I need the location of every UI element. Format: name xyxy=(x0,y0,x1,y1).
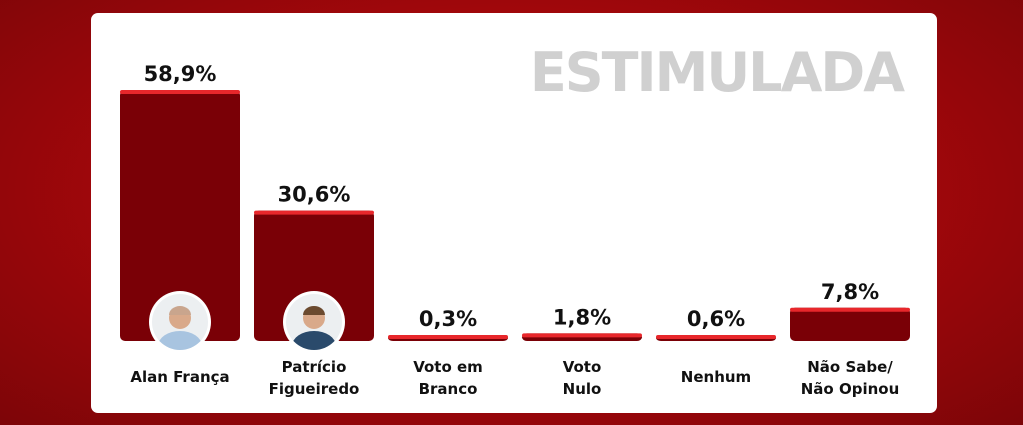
category-label: Nenhum xyxy=(681,368,751,386)
candidate-avatar xyxy=(149,291,211,353)
bar-highlight xyxy=(656,335,776,339)
bar-group: 7,8% Não Sabe/Não Opinou xyxy=(790,280,910,398)
bar-value-label: 0,6% xyxy=(687,307,745,331)
survey-type-label: ESTIMULADA xyxy=(529,41,905,104)
candidate-avatar xyxy=(283,291,345,353)
bar-group: 30,6% Patrício Figueiredo xyxy=(254,183,374,398)
bar xyxy=(790,307,910,341)
bar-highlight xyxy=(120,90,240,94)
bar-highlight xyxy=(522,333,642,338)
bar-highlight xyxy=(790,307,910,312)
category-label: Patrício Figueiredo xyxy=(269,358,360,398)
bar-highlight xyxy=(388,335,508,339)
bar-group: 0,6% Nenhum xyxy=(656,307,776,386)
bar-value-label: 7,8% xyxy=(821,280,879,304)
category-label: Não Sabe/Não Opinou xyxy=(801,358,900,398)
bar-value-label: 30,6% xyxy=(278,183,351,207)
bar xyxy=(120,90,240,341)
bar-group: 1,8% Voto Nulo xyxy=(522,305,642,398)
bar-group: 0,3% Voto em Branco xyxy=(388,307,508,398)
category-label: Voto Nulo xyxy=(563,358,602,398)
bar xyxy=(254,210,374,341)
bar-value-label: 58,9% xyxy=(144,62,217,86)
category-label: Alan França xyxy=(130,368,229,386)
bar-group: 58,9% Alan França xyxy=(120,62,240,386)
bar-value-label: 0,3% xyxy=(419,307,477,331)
bar-highlight xyxy=(254,210,374,215)
bar-value-label: 1,8% xyxy=(553,305,611,329)
category-label: Voto em Branco xyxy=(413,358,483,398)
